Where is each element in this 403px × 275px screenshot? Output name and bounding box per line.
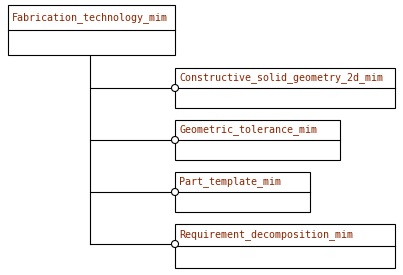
Bar — [175, 68, 395, 108]
Text: Requirement_decomposition_mim: Requirement_decomposition_mim — [179, 230, 353, 240]
Circle shape — [172, 136, 179, 144]
Circle shape — [172, 188, 179, 196]
Text: Geometric_tolerance_mim: Geometric_tolerance_mim — [179, 125, 317, 136]
Circle shape — [172, 241, 179, 248]
Text: Fabrication_technology_mim: Fabrication_technology_mim — [12, 12, 168, 23]
Bar — [175, 120, 340, 160]
Bar — [175, 224, 395, 268]
Circle shape — [172, 84, 179, 92]
Text: Constructive_solid_geometry_2d_mim: Constructive_solid_geometry_2d_mim — [179, 73, 383, 83]
Bar — [8, 5, 175, 55]
Text: Part_template_mim: Part_template_mim — [179, 177, 281, 188]
Bar — [175, 172, 310, 212]
